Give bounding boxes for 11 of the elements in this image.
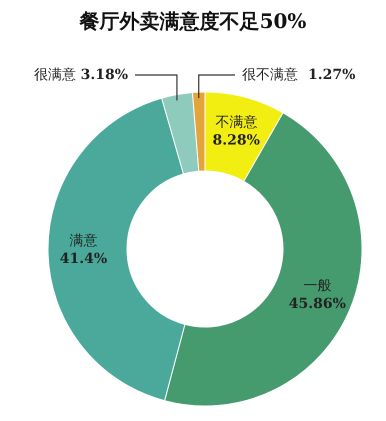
slice-label: 很满意 bbox=[34, 67, 76, 83]
data-label: 8.28% bbox=[212, 132, 260, 149]
chart-title: 餐厅外卖满意度不足50% bbox=[78, 9, 306, 33]
data-label: 3.18% bbox=[80, 67, 128, 83]
data-label: 1.27% bbox=[308, 67, 356, 83]
slice-label: 很不满意 bbox=[242, 67, 298, 83]
slice-label: 一般 bbox=[303, 278, 332, 294]
data-label: 41.4% bbox=[60, 251, 108, 268]
slice-label: 满意 bbox=[70, 233, 98, 250]
slice-label: 不满意 bbox=[215, 114, 258, 131]
data-label: 45.86% bbox=[288, 296, 346, 312]
